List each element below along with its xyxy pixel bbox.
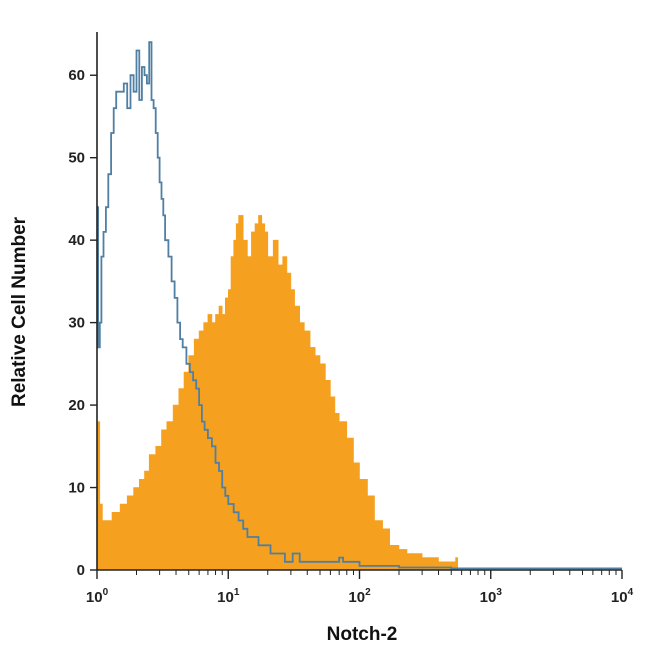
y-tick-label: 0 xyxy=(77,562,85,579)
histogram-series-2 xyxy=(97,41,622,570)
y-tick-label: 10 xyxy=(68,480,85,497)
x-axis-title: Notch-2 xyxy=(327,624,398,645)
x-tick-label: 103 xyxy=(480,587,503,606)
x-tick-label: 102 xyxy=(348,587,371,606)
axes: 0 10 20 30 40 50 60 100 101 102 103 104 xyxy=(68,32,634,606)
plot-series xyxy=(96,41,622,571)
y-tick-label: 20 xyxy=(68,397,85,414)
histogram-series-1 xyxy=(96,215,622,571)
y-tick-label: 60 xyxy=(68,67,85,84)
x-tick-label: 104 xyxy=(611,587,634,606)
y-tick-label: 40 xyxy=(68,232,85,249)
x-tick-label: 101 xyxy=(217,587,240,606)
y-tick-label: 50 xyxy=(68,150,85,167)
x-tick-label: 100 xyxy=(86,587,109,606)
y-tick-label: 30 xyxy=(68,315,85,332)
y-axis-title: Relative Cell Number xyxy=(9,216,30,407)
